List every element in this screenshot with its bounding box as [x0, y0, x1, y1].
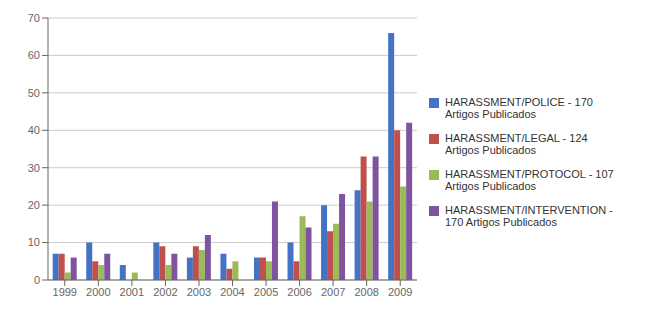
svg-text:2002: 2002 [153, 286, 177, 298]
svg-text:2009: 2009 [388, 286, 412, 298]
html-text:Artigos Publicados: Artigos Publicados [445, 179, 537, 192]
html-text:HARASSMENT/LEGAL - 124: HARASSMENT/LEGAL - 124 [445, 131, 588, 144]
svg-text:2005: 2005 [254, 286, 278, 298]
svg-text:20: 20 [28, 199, 40, 211]
svg-text:50: 50 [28, 87, 40, 99]
svg-text:10: 10 [28, 236, 40, 248]
svg-text:2003: 2003 [187, 286, 211, 298]
svg-text:2001: 2001 [120, 286, 144, 298]
html-text:170 Artigos Publicados: 170 Artigos Publicados [445, 215, 557, 228]
svg-text:0: 0 [34, 274, 40, 286]
html-text:HARASSMENT/INTERVENTION -: HARASSMENT/INTERVENTION - [445, 203, 613, 216]
svg-text:2008: 2008 [354, 286, 378, 298]
svg-text:30: 30 [28, 162, 40, 174]
svg-text:1999: 1999 [53, 286, 77, 298]
html-text:Artigos Publicados: Artigos Publicados [445, 107, 537, 120]
svg-text:2006: 2006 [287, 286, 311, 298]
svg-text:70: 70 [28, 12, 40, 24]
svg-text:60: 60 [28, 49, 40, 61]
html-text:HARASSMENT/POLICE - 170: HARASSMENT/POLICE - 170 [445, 95, 593, 108]
svg-text:2000: 2000 [86, 286, 110, 298]
html-text:HARASSMENT/PROTOCOL - 107: HARASSMENT/PROTOCOL - 107 [445, 167, 614, 180]
html-text:Artigos Publicados: Artigos Publicados [445, 143, 537, 156]
svg-text:2004: 2004 [220, 286, 244, 298]
svg-text:2007: 2007 [321, 286, 345, 298]
svg-text:40: 40 [28, 124, 40, 136]
